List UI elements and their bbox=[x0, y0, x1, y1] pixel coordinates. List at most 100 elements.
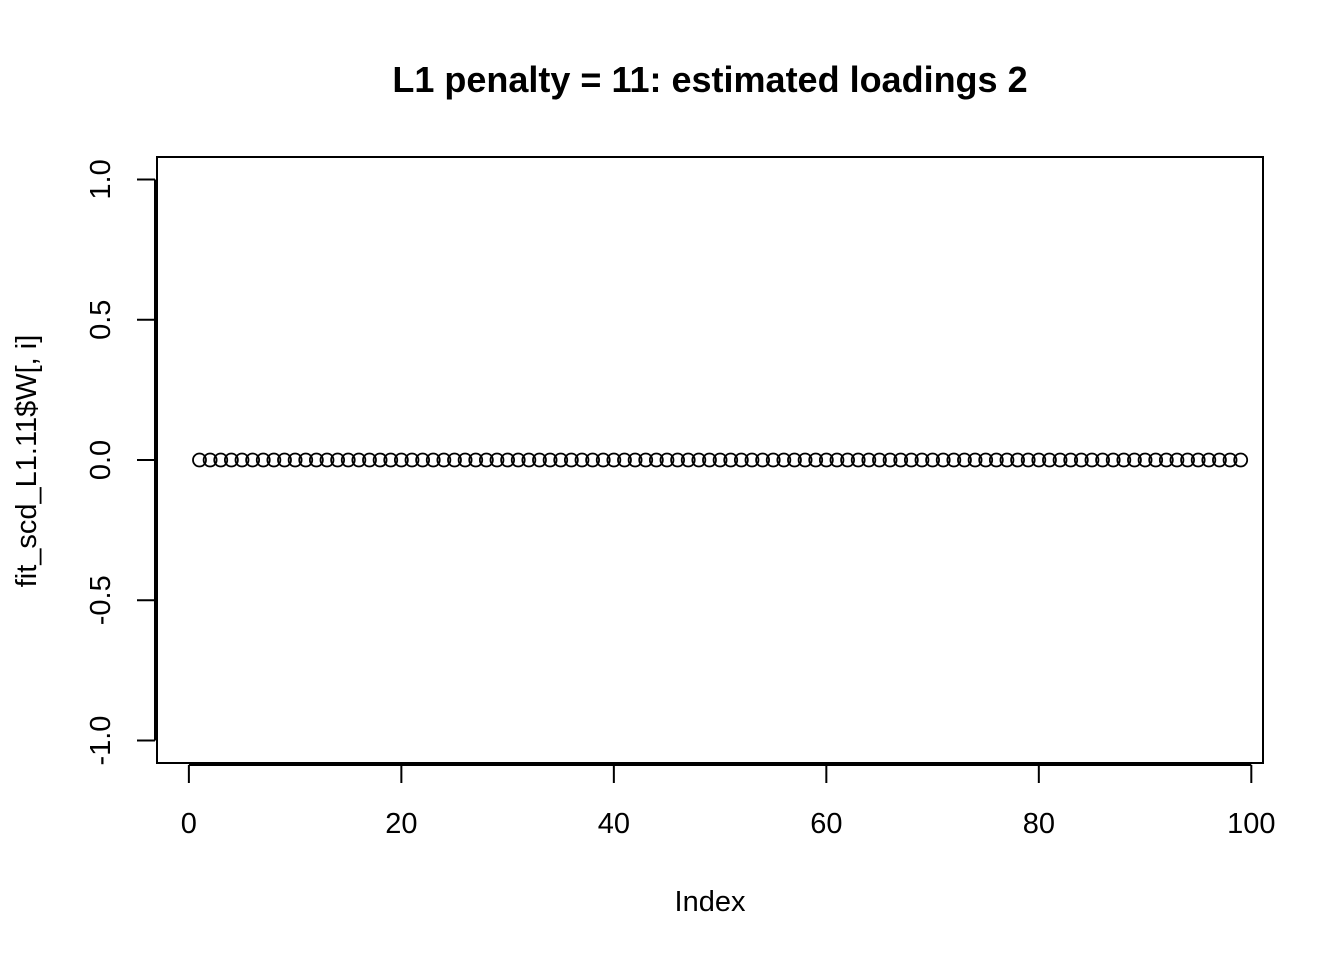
data-point bbox=[829, 452, 845, 468]
data-point bbox=[510, 452, 526, 468]
y-tick-label: 0.5 bbox=[85, 300, 117, 340]
data-point bbox=[1116, 452, 1132, 468]
data-point bbox=[712, 452, 728, 468]
data-point bbox=[935, 452, 951, 468]
data-point bbox=[542, 452, 558, 468]
data-point bbox=[340, 452, 356, 468]
x-tick-label: 80 bbox=[1023, 808, 1055, 840]
data-point bbox=[298, 452, 314, 468]
data-point bbox=[1020, 452, 1036, 468]
x-tick-label: 100 bbox=[1227, 808, 1275, 840]
data-point bbox=[1180, 452, 1195, 468]
data-point bbox=[330, 452, 346, 468]
data-point bbox=[808, 452, 824, 468]
data-point bbox=[1212, 452, 1227, 468]
data-point bbox=[1127, 452, 1142, 468]
y-tick-label: 1.0 bbox=[85, 159, 117, 199]
data-point bbox=[404, 452, 420, 468]
data-point bbox=[606, 452, 622, 468]
x-tick-label: 0 bbox=[181, 808, 197, 840]
data-point bbox=[872, 452, 887, 468]
data-point bbox=[1063, 452, 1079, 468]
data-point bbox=[914, 452, 930, 468]
data-point bbox=[1222, 452, 1238, 468]
data-point bbox=[383, 452, 399, 468]
data-point bbox=[372, 452, 388, 468]
data-point bbox=[351, 452, 367, 468]
plot-frame bbox=[156, 156, 1264, 764]
data-point bbox=[287, 452, 303, 468]
data-point bbox=[393, 452, 409, 468]
data-point bbox=[755, 452, 770, 468]
data-point bbox=[362, 452, 377, 468]
data-point bbox=[893, 452, 909, 468]
data-point bbox=[818, 452, 834, 468]
data-point bbox=[563, 452, 579, 468]
data-point bbox=[585, 452, 601, 468]
data-point bbox=[1042, 452, 1057, 468]
y-axis: -1.0 -0.5 0.0 0.5 1.0 bbox=[85, 159, 156, 766]
data-point bbox=[521, 452, 537, 468]
data-points bbox=[192, 452, 1249, 468]
data-point bbox=[500, 452, 516, 468]
data-point bbox=[946, 452, 962, 468]
x-axis: 0 20 40 60 80 100 bbox=[181, 764, 1276, 840]
y-axis-label: fit_scd_L1.11$W[, i] bbox=[11, 335, 43, 588]
data-point bbox=[447, 452, 462, 468]
data-point bbox=[266, 452, 282, 468]
data-point bbox=[787, 452, 802, 468]
data-point bbox=[595, 452, 611, 468]
data-point bbox=[1010, 452, 1025, 468]
data-point bbox=[425, 452, 441, 468]
data-point bbox=[670, 452, 685, 468]
data-point bbox=[967, 452, 983, 468]
chart-title: L1 penalty = 11: estimated loadings 2 bbox=[392, 59, 1027, 100]
data-point bbox=[415, 452, 431, 468]
x-axis-label: Index bbox=[675, 886, 746, 918]
data-point bbox=[648, 452, 664, 468]
data-point bbox=[1095, 452, 1110, 468]
y-tick-label: -0.5 bbox=[85, 575, 117, 625]
data-point bbox=[277, 452, 292, 468]
data-point bbox=[489, 452, 505, 468]
data-point bbox=[1169, 452, 1185, 468]
data-point bbox=[882, 452, 898, 468]
data-point bbox=[478, 452, 494, 468]
data-point bbox=[861, 452, 877, 468]
data-point bbox=[1137, 452, 1153, 468]
data-point bbox=[1073, 452, 1089, 468]
y-tick-label: 0.0 bbox=[85, 440, 117, 480]
x-tick-label: 40 bbox=[598, 808, 630, 840]
data-point bbox=[1052, 452, 1068, 468]
data-point bbox=[840, 452, 855, 468]
data-point bbox=[436, 452, 452, 468]
data-point bbox=[988, 452, 1004, 468]
data-point bbox=[978, 452, 994, 468]
x-tick-label: 60 bbox=[810, 808, 842, 840]
data-point bbox=[532, 452, 547, 468]
data-point bbox=[574, 452, 590, 468]
data-point bbox=[1233, 452, 1249, 468]
data-point bbox=[733, 452, 749, 468]
data-point bbox=[957, 452, 972, 468]
data-point bbox=[999, 452, 1015, 468]
data-point bbox=[234, 452, 250, 468]
data-point bbox=[245, 452, 261, 468]
y-tick-label: -1.0 bbox=[85, 716, 117, 766]
data-point bbox=[776, 452, 792, 468]
data-point bbox=[553, 452, 569, 468]
data-point bbox=[627, 452, 643, 468]
data-point bbox=[723, 452, 739, 468]
data-point bbox=[1105, 452, 1121, 468]
data-point bbox=[691, 452, 707, 468]
data-point bbox=[213, 452, 229, 468]
data-point bbox=[638, 452, 654, 468]
x-tick-label: 20 bbox=[385, 808, 417, 840]
data-point bbox=[192, 452, 207, 468]
data-point bbox=[468, 452, 484, 468]
data-point bbox=[797, 452, 813, 468]
data-point bbox=[903, 452, 919, 468]
data-point bbox=[702, 452, 717, 468]
data-point bbox=[680, 452, 696, 468]
